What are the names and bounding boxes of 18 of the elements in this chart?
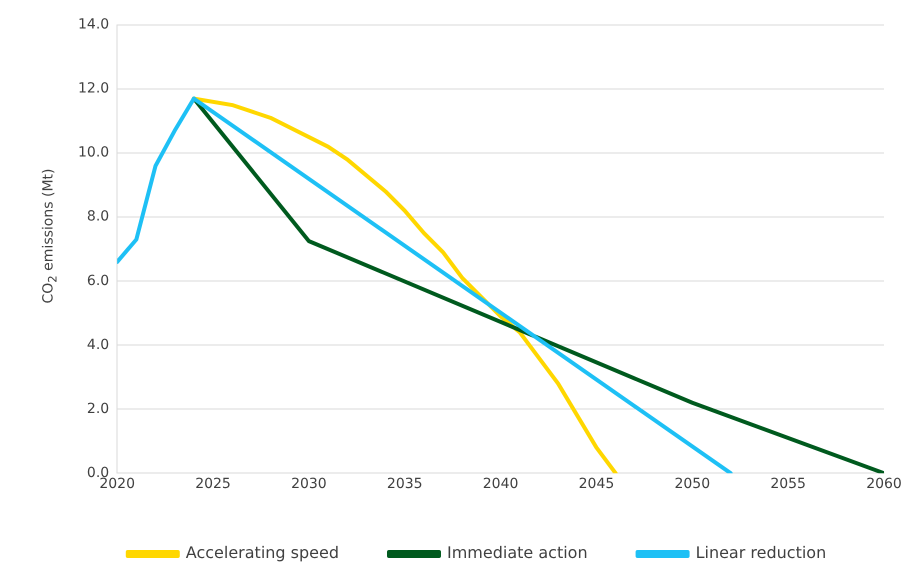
x-tick-label: 2045: [578, 476, 614, 492]
x-tick-label: 2040: [482, 476, 518, 492]
x-tick-label: 2050: [674, 476, 710, 492]
x-tick-label: 2060: [866, 476, 902, 492]
x-tick-label: 2035: [386, 476, 423, 492]
y-tick-label: 8.0: [86, 208, 110, 225]
legend-label: Accelerating speed: [186, 543, 340, 562]
legend-label: Immediate action: [446, 543, 588, 562]
y-tick-label: 14.0: [78, 16, 110, 33]
x-tick-label: 2030: [291, 476, 327, 492]
y-tick-label: 10.0: [78, 144, 110, 161]
y-tick-label: 6.0: [86, 272, 110, 289]
y-tick-label: 12.0: [78, 80, 110, 97]
legend-label: Linear reduction: [696, 543, 826, 562]
y-tick-label: 4.0: [86, 336, 110, 353]
x-tick-label: 2025: [195, 476, 231, 492]
x-tick-label: 2055: [770, 476, 806, 492]
y-tick-label: 2.0: [86, 400, 110, 417]
